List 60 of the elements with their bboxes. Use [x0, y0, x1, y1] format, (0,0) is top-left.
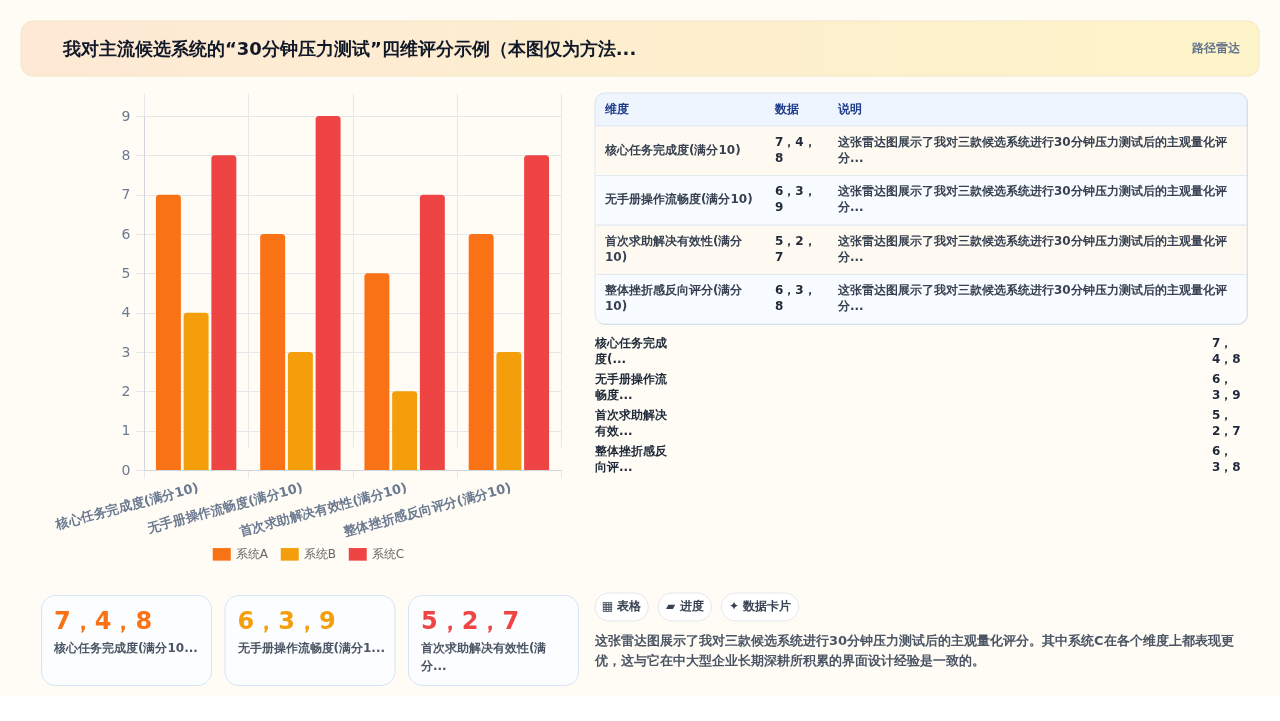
text: 7，4，8	[1212, 335, 1241, 366]
text: 6，3，9	[1212, 371, 1241, 402]
text: 这张雷达图展示了我对三款候选系统进行30分钟压力测试后的主观量化评分。其中系统C在各个维度上都表现更优，这与它在中大型企业长期深耕所积累的界面设计经验是一致的。	[594, 633, 1234, 668]
chart-title: 我对主流候选系统的“30分钟压力测试”四维评分示例（本图仅为方法...	[62, 38, 637, 59]
text: 首次求助解决有效性(满分...	[420, 641, 547, 673]
text: 5，2，7	[1212, 408, 1241, 439]
text: 无手册操作流畅度(满分1...	[236, 641, 386, 655]
text: 这张雷达图展示了我对三款候选系统进行30分钟压力测试后的主观量化评分...	[837, 184, 1227, 215]
text: 无手册操作流畅度...	[594, 371, 668, 402]
text: 7，4，8	[775, 134, 816, 165]
legend-label: 系统A	[235, 547, 269, 562]
text: 路径雷达	[1191, 41, 1241, 55]
bar	[260, 234, 286, 470]
bar	[155, 194, 181, 470]
text: ▰ 进度	[666, 599, 704, 613]
legend-label: 系统B	[303, 547, 336, 562]
text: 这张雷达图展示了我对三款候选系统进行30分钟压力测试后的主观量化评分...	[837, 283, 1227, 314]
y-tick-label: 7	[121, 186, 131, 203]
bar	[496, 352, 522, 470]
text: 5，2，7	[775, 233, 816, 264]
y-tick-label: 9	[121, 107, 131, 124]
text: 说明	[837, 101, 862, 116]
text: 整体挫折感反向评分(满分10)	[604, 283, 744, 314]
text: 无手册操作流畅度(满分10)	[604, 192, 753, 207]
bar	[392, 391, 418, 470]
y-tick-label: 3	[121, 343, 131, 360]
y-tick-label: 4	[121, 304, 131, 321]
text: 6，3，9	[237, 607, 336, 635]
text: ▦ 表格	[601, 599, 643, 613]
text: 维度	[604, 101, 629, 116]
text: 首次求助解决有效性(满分10)	[604, 233, 744, 264]
text: 6，3，8	[775, 283, 816, 314]
text: 5，2，7	[421, 607, 520, 635]
bar	[315, 116, 341, 470]
text: 7，4，8	[54, 607, 153, 635]
text: 这张雷达图展示了我对三款候选系统进行30分钟压力测试后的主观量化评分...	[837, 134, 1227, 165]
bar	[211, 155, 237, 470]
text: 首次求助解决有效...	[594, 408, 668, 439]
bar	[287, 352, 313, 470]
text: 整体挫折感反向评...	[594, 444, 668, 475]
bar	[524, 155, 550, 470]
text: 核心任务完成度(满分10)	[604, 142, 741, 157]
text: 数据	[774, 101, 799, 116]
y-tick-label: 1	[121, 422, 131, 439]
text: 6，3，9	[775, 184, 816, 215]
y-tick-label: 6	[121, 225, 131, 242]
text: 核心任务完成度(满分10...	[53, 641, 198, 655]
y-tick-label: 2	[121, 382, 131, 399]
y-tick-label: 8	[121, 146, 131, 163]
y-tick-label: 5	[121, 264, 131, 281]
text: ✦ 数据卡片	[728, 599, 792, 613]
text: 这张雷达图展示了我对三款候选系统进行30分钟压力测试后的主观量化评分...	[837, 233, 1227, 264]
bar	[183, 312, 209, 470]
bar	[419, 194, 445, 470]
text: 6，3，8	[1212, 444, 1241, 475]
legend-label: 系统C	[371, 547, 405, 562]
y-tick-label: 0	[121, 461, 131, 478]
bar	[468, 234, 494, 470]
text: 核心任务完成度(...	[594, 335, 667, 366]
bar	[364, 273, 390, 470]
